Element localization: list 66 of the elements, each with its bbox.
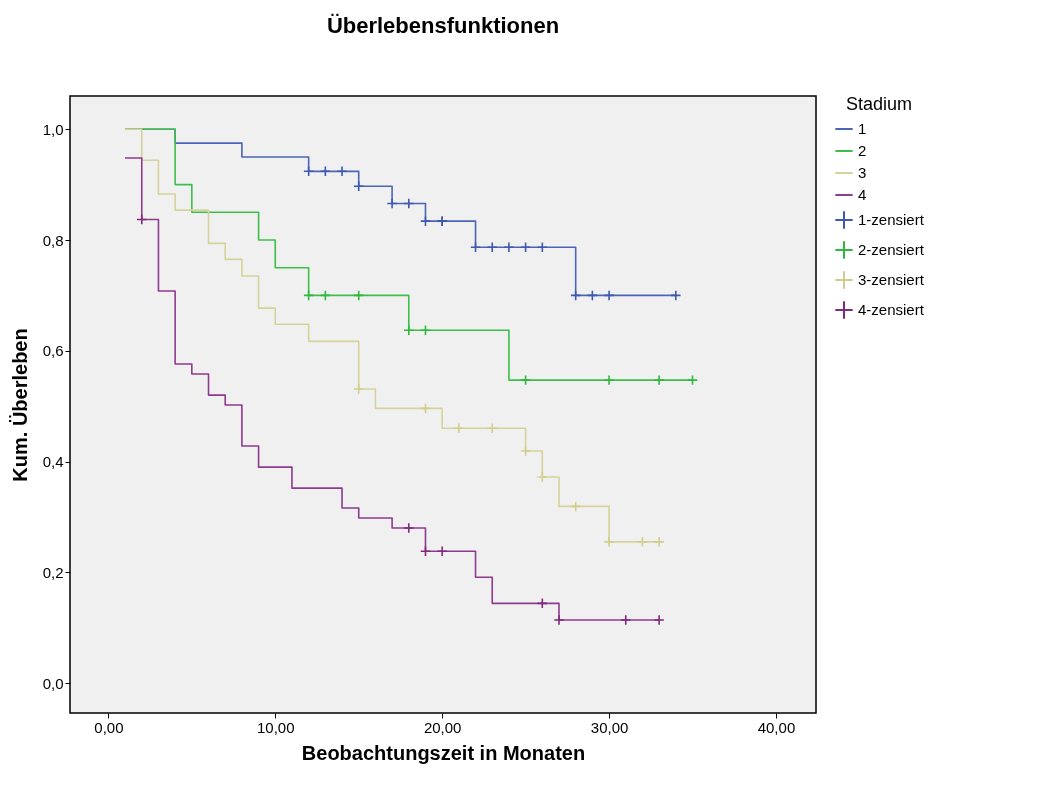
legend-label: 2 <box>858 142 867 159</box>
legend-label: 4-zensiert <box>858 301 925 318</box>
legend-label: 3 <box>858 164 867 181</box>
point <box>353 383 365 395</box>
point <box>536 597 548 609</box>
x-tick-label: 10,00 <box>257 718 295 736</box>
point <box>603 289 615 301</box>
point <box>553 614 565 626</box>
point <box>319 289 331 301</box>
y-tick-label: 0,0 <box>42 674 64 692</box>
point <box>603 374 615 386</box>
point <box>419 402 432 414</box>
point <box>520 374 532 386</box>
x-axis-title: Beobachtungszeit in Monaten <box>301 741 586 764</box>
legend-title: Stadium <box>845 94 913 114</box>
y-tick-label: 0,8 <box>42 231 64 249</box>
point <box>419 545 432 557</box>
point <box>336 165 348 177</box>
chart-title: Überlebensfunktionen <box>326 13 560 38</box>
point <box>303 165 315 177</box>
y-tick-label: 0,4 <box>42 453 64 471</box>
point <box>670 289 682 301</box>
point <box>603 536 615 548</box>
point <box>403 324 415 336</box>
legend-label: 1-zensiert <box>858 211 925 228</box>
point <box>403 197 415 209</box>
point <box>486 241 498 253</box>
point <box>453 422 465 434</box>
legend-label: 2-zensiert <box>858 241 925 258</box>
point <box>653 536 665 548</box>
point <box>486 422 498 434</box>
x-tick-label: 30,00 <box>590 718 629 736</box>
point <box>653 614 665 626</box>
y-tick-label: 1,0 <box>42 120 64 138</box>
point <box>586 289 598 301</box>
point <box>303 289 315 301</box>
point <box>520 241 532 253</box>
point <box>353 289 365 301</box>
point <box>436 545 448 557</box>
point <box>419 324 432 336</box>
x-tick-label: 20,00 <box>423 718 462 736</box>
point <box>686 374 699 386</box>
y-tick-label: 0,6 <box>42 342 64 360</box>
point <box>653 374 665 386</box>
point <box>520 445 532 457</box>
point <box>470 241 482 253</box>
legend-label: 4 <box>858 186 867 203</box>
x-tick-label: 0,00 <box>94 718 124 736</box>
point <box>136 213 148 226</box>
x-tick-label: 40,00 <box>757 718 796 736</box>
point <box>536 471 548 483</box>
point <box>620 614 632 626</box>
point <box>353 180 365 192</box>
point <box>319 165 331 177</box>
point <box>403 522 415 534</box>
legend-label: 3-zensiert <box>858 271 925 288</box>
point <box>570 289 582 301</box>
point <box>503 241 515 253</box>
point <box>570 500 582 512</box>
point <box>636 536 648 548</box>
point <box>419 215 432 227</box>
point <box>536 241 548 253</box>
y-axis-title: Kum. Überleben <box>8 328 31 482</box>
y-tick-label: 0,2 <box>42 563 64 581</box>
legend-label: 1 <box>858 120 867 137</box>
point <box>386 197 398 209</box>
